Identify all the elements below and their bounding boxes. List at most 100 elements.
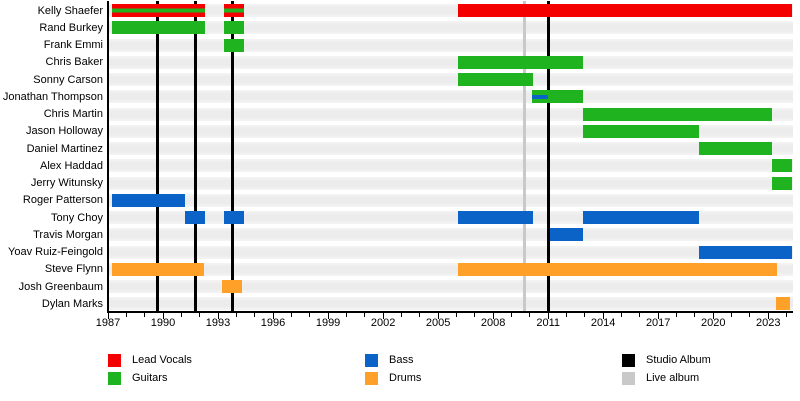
axis-minor-tick — [584, 313, 586, 317]
axis-year-label: 2023 — [755, 317, 781, 329]
axis-minor-tick — [786, 313, 788, 317]
member-label: Jonathan Thompson — [2, 90, 103, 103]
axis-minor-tick — [125, 313, 127, 317]
member-label: Roger Patterson — [22, 194, 103, 207]
axis-major-tick — [217, 313, 219, 319]
timeline-bar-bass — [223, 211, 244, 224]
member-name-column: Kelly Shaefer Rand Burkey Frank Emmi Chris … — [0, 0, 104, 320]
timeline-bar-drums — [221, 280, 242, 293]
axis-major-tick — [602, 313, 604, 319]
axis-year-label: 2008 — [480, 317, 506, 329]
axis-year-label: 2002 — [370, 317, 396, 329]
row-band — [108, 142, 793, 155]
timeline-bar-guitars — [458, 55, 583, 69]
axis-major-tick — [767, 313, 769, 319]
axis-minor-tick — [235, 313, 237, 317]
axis-minor-tick — [345, 313, 347, 317]
legend-label: Bass — [389, 354, 414, 366]
row-band — [108, 38, 793, 52]
member-label: Chris Baker — [45, 56, 103, 69]
axis-major-tick — [712, 313, 714, 319]
timeline-bar-bass — [185, 211, 206, 224]
axis-minor-tick — [529, 313, 531, 317]
x-axis-line — [107, 311, 793, 313]
row-band — [108, 73, 793, 86]
member-label: Daniel Martinez — [26, 142, 103, 155]
axis-major-tick — [162, 313, 164, 319]
axis-minor-tick — [144, 313, 146, 317]
row-band — [108, 90, 793, 104]
member-label: Josh Greenbaum — [18, 280, 103, 293]
timeline-bar-guitars — [698, 142, 772, 155]
axis-minor-tick — [621, 313, 623, 317]
legend-swatch-bass — [365, 354, 378, 367]
member-label: Tony Choy — [51, 211, 103, 224]
axis-major-tick — [327, 313, 329, 319]
member-label: Jerry Witunsky — [30, 177, 103, 189]
timeline-bar-guitars — [771, 159, 793, 173]
member-label: Alex Haddad — [40, 159, 103, 172]
legend-swatch-live_album — [622, 372, 635, 385]
axis-minor-tick — [731, 313, 733, 317]
axis-minor-tick — [455, 313, 457, 317]
legend-label: Lead Vocals — [132, 354, 192, 366]
row-band — [108, 159, 793, 173]
axis-year-label: 1987 — [95, 317, 121, 329]
legend-label: Studio Album — [646, 354, 711, 366]
member-label: Rand Burkey — [39, 21, 103, 34]
live-album-line — [522, 1, 526, 311]
timeline-bar-guitars — [771, 176, 793, 190]
member-label: Jason Holloway — [25, 125, 103, 138]
row-band — [108, 176, 793, 190]
row-band — [108, 55, 793, 69]
axis-major-tick — [437, 313, 439, 319]
legend-label: Guitars — [132, 372, 168, 384]
row-band — [108, 21, 793, 35]
studio-album-line — [193, 1, 197, 311]
axis-year-label: 2014 — [590, 317, 616, 329]
timeline-bar-bass — [698, 245, 793, 259]
axis-minor-tick — [290, 313, 292, 317]
timeline-bar-lead_vocals — [458, 4, 793, 17]
legend-swatch-studio_album — [622, 354, 635, 367]
axis-minor-tick — [180, 313, 182, 317]
timeline-bar-bass — [111, 193, 186, 207]
axis-major-tick — [657, 313, 659, 319]
timeline-bar-lead_vocals-guitars — [223, 4, 244, 17]
timeline-bar-drums — [775, 297, 791, 311]
axis-minor-tick — [566, 313, 567, 317]
axis-minor-tick — [694, 313, 696, 317]
axis-year-label: 2020 — [700, 317, 726, 329]
member-label: Frank Emmi — [43, 39, 103, 51]
axis-minor-tick — [254, 313, 256, 317]
timeline-bar-bass — [583, 211, 699, 224]
timeline-bar-guitars — [223, 38, 244, 52]
axis-year-label: 1993 — [205, 317, 231, 329]
timeline-bar-drums — [458, 262, 778, 276]
timeline-bar-overlay-bass — [531, 94, 549, 99]
axis-major-tick — [547, 313, 549, 319]
studio-album-line — [231, 1, 235, 311]
axis-minor-tick — [400, 313, 402, 317]
legend: Lead Vocals Guitars Bass Drums Studio Album L… — [0, 340, 800, 401]
axis-major-tick — [492, 313, 494, 319]
axis-minor-tick — [639, 313, 641, 317]
axis-major-tick — [272, 313, 274, 319]
axis-year-label: 1996 — [260, 317, 286, 329]
member-label: Dylan Marks — [41, 297, 103, 310]
timeline-bar-guitars — [111, 21, 206, 35]
axis-major-tick — [107, 313, 109, 319]
legend-label: Live album — [646, 372, 700, 384]
timeline-bar-guitars — [458, 73, 534, 86]
legend-swatch-lead_vocals — [108, 354, 121, 367]
timeline-bar-guitars — [583, 124, 699, 138]
plot-left-border — [107, 1, 109, 312]
axis-minor-tick — [199, 313, 201, 317]
axis-minor-tick — [474, 313, 476, 317]
timeline-bar-guitars — [583, 107, 772, 121]
plot-area: 1987 1990 1993 1996 1999 2002 2005 2008 2011 2014… — [95, 1, 793, 329]
studio-album-line — [156, 1, 160, 311]
row-band — [108, 228, 793, 242]
axis-major-tick — [382, 313, 384, 319]
